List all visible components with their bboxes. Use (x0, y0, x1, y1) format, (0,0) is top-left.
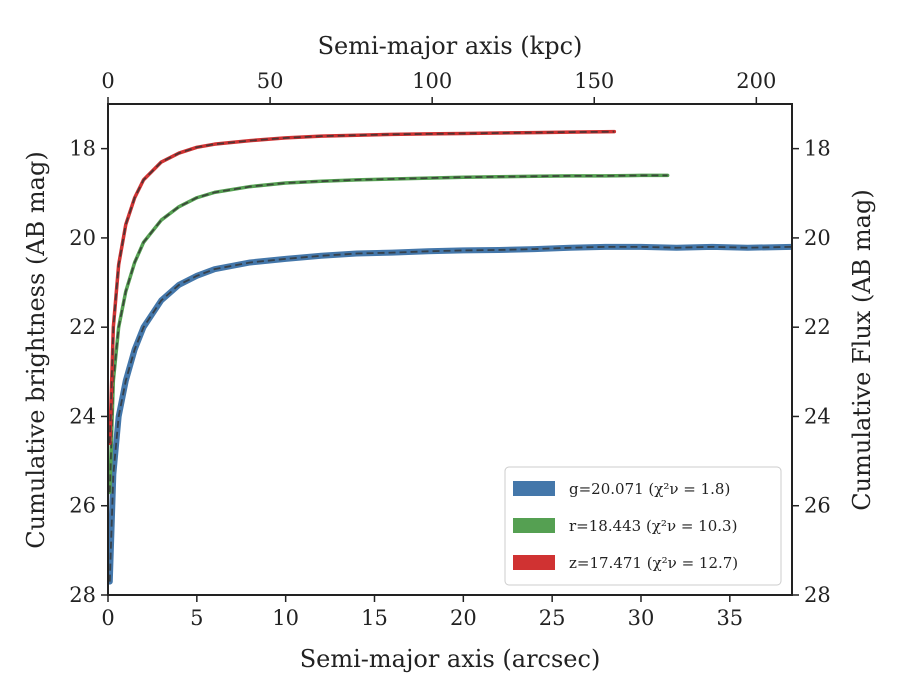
y-axis-title: Cumulative brightness (AB mag) (22, 151, 50, 548)
x2-axis-title: Semi-major axis (kpc) (318, 32, 583, 60)
x-tick-label: 10 (272, 606, 299, 630)
x-tick-label: 20 (450, 606, 477, 630)
x-tick-label: 35 (716, 606, 743, 630)
y2-axis-title: Cumulative Flux (AB mag) (848, 189, 876, 510)
y-tick-label: 28 (69, 583, 96, 607)
y2-tick-label: 26 (804, 494, 831, 518)
y-tick-label: 26 (69, 494, 96, 518)
series-r-band (108, 173, 670, 495)
x2-tick-label: 200 (736, 69, 776, 93)
legend-box (504, 466, 782, 586)
legend-items: g=20.071 (χ²ν = 1.8) r=18.443 (χ²ν = 10.3… (513, 480, 738, 572)
x-tick-label: 15 (361, 606, 388, 630)
x-axis-title: Semi-major axis (arcsec) (300, 645, 601, 673)
x-tick-label: 30 (628, 606, 655, 630)
y2-tick-label: 22 (804, 315, 831, 339)
x2-tick-label: 0 (101, 69, 114, 93)
y-tick-label: 24 (69, 404, 96, 428)
series-g-model-fit (108, 245, 792, 582)
plot-frame (107, 103, 793, 596)
x-tick-label: 0 (101, 606, 114, 630)
y-tick-label: 20 (69, 226, 96, 250)
series-z-model-fit (108, 130, 615, 444)
y2-tick-label: 24 (804, 404, 831, 428)
y-tick-label: 18 (69, 137, 96, 161)
legend-swatch (513, 481, 555, 496)
x-tick-label: 5 (190, 606, 203, 630)
x2-tick-label: 50 (257, 69, 284, 93)
x-tick-label: 25 (539, 606, 566, 630)
legend-label: z=17.471 (χ²ν = 12.7) (569, 554, 738, 572)
legend-swatch (513, 555, 555, 570)
y2-tick-label: 28 (804, 583, 831, 607)
y2-tick-label: 18 (804, 137, 831, 161)
series-r-model-fit (108, 174, 668, 493)
legend-label: r=18.443 (χ²ν = 10.3) (569, 517, 737, 535)
x2-tick-label: 150 (574, 69, 614, 93)
ticks-layer: 0 5 10 15 20 25 30 35 0 50 100 150 200 18 18 20 20 22 22 24… (69, 69, 830, 630)
y-tick-label: 22 (69, 315, 96, 339)
legend-swatch (513, 518, 555, 533)
y2-tick-label: 20 (804, 226, 831, 250)
legend-label: g=20.071 (χ²ν = 1.8) (569, 480, 730, 498)
curves-layer (108, 129, 792, 585)
x2-tick-label: 100 (412, 69, 452, 93)
legend: g=20.071 (χ²ν = 1.8) r=18.443 (χ²ν = 10.3… (504, 466, 782, 586)
